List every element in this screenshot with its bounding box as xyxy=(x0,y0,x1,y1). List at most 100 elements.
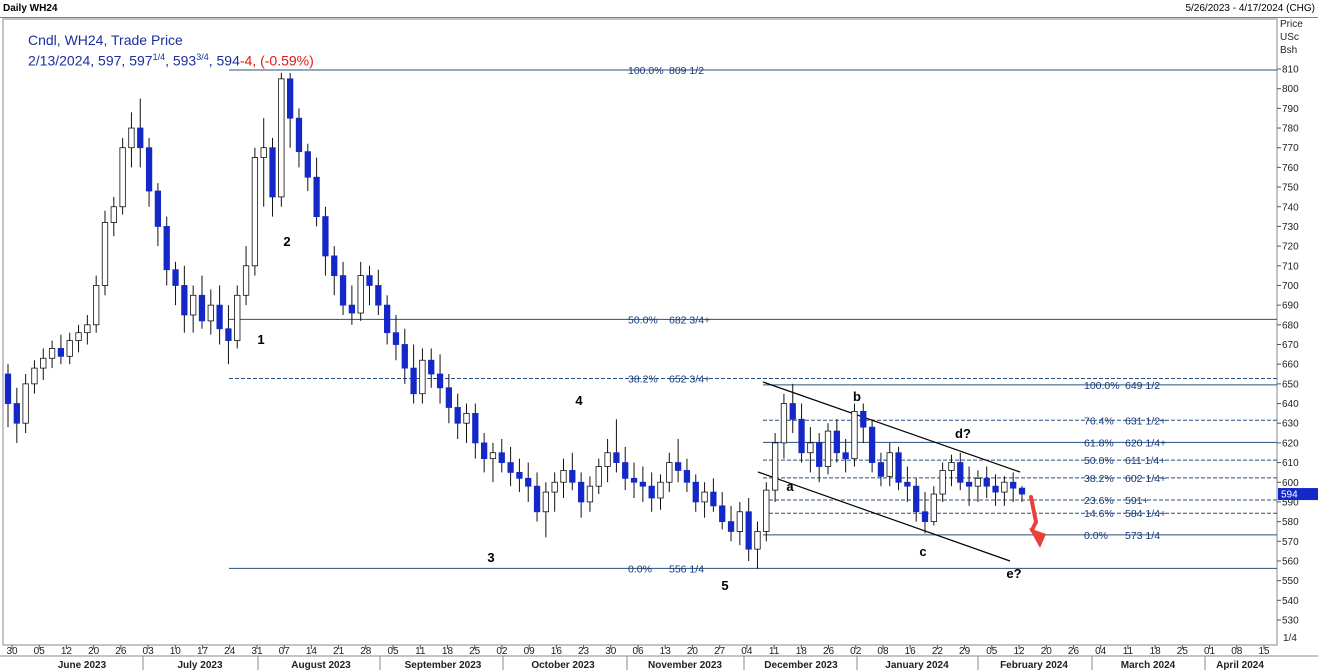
x-month-label: January 2024 xyxy=(885,660,949,670)
x-month-label: February 2024 xyxy=(1000,660,1068,670)
candle-down xyxy=(287,78,294,119)
x-month-label: June 2023 xyxy=(58,660,107,670)
candle-up xyxy=(128,127,135,149)
candle-up xyxy=(604,452,611,467)
candle-up xyxy=(560,470,567,483)
fibonacci-levels: 100.0% 809 1/2 50.0% 682 3/4+ 38.2% 652 3/4+ 0… xyxy=(229,65,1277,575)
y-tick-label: 530 xyxy=(1282,616,1299,627)
x-day-label: 06 xyxy=(632,646,644,657)
candle-down xyxy=(348,304,356,314)
y-tick-label: 630 xyxy=(1282,419,1299,430)
x-day-label: 26 xyxy=(1068,646,1080,657)
x-day-label: 07 xyxy=(279,646,291,657)
fib-percent: 61.8% xyxy=(1084,437,1114,449)
candle-up xyxy=(586,485,594,503)
x-day-label: 20 xyxy=(1041,646,1053,657)
wave-label: 2 xyxy=(283,234,290,249)
scale-label: 1/4 xyxy=(1283,633,1297,644)
legend-low: , 593 xyxy=(165,52,197,69)
candle-up xyxy=(807,442,814,454)
candle-down xyxy=(842,452,849,460)
arrow-head xyxy=(1029,528,1046,548)
x-day-label: 18 xyxy=(796,646,808,657)
candle-up xyxy=(463,412,470,424)
x-day-label: 05 xyxy=(34,646,46,657)
y-tick-label: 670 xyxy=(1282,340,1299,351)
x-day-label: 23 xyxy=(578,646,590,657)
date-axis[interactable]: 30 05 12 20 26 03 10 17 24 31 07 14 21 28 05 11 18 25 02 09… xyxy=(6,645,1270,670)
candle-down xyxy=(516,472,523,479)
x-day-label: 04 xyxy=(1095,646,1107,657)
fib-value: 602 1/4+ xyxy=(1125,473,1166,485)
candle-down xyxy=(181,285,188,316)
x-month-label: August 2023 xyxy=(291,660,351,670)
candle-down xyxy=(789,403,796,420)
x-day-label: 18 xyxy=(1150,646,1162,657)
candle-down xyxy=(322,216,329,257)
y-tick-label: 570 xyxy=(1282,537,1299,548)
candle-down xyxy=(525,477,532,487)
candle-up xyxy=(551,481,558,493)
fib-percent: 0.0% xyxy=(1084,530,1108,542)
candle-up xyxy=(657,481,664,499)
y-tick-label: 730 xyxy=(1282,222,1299,233)
candle-up xyxy=(939,470,946,495)
fib-value: 649 1/2 xyxy=(1125,380,1160,392)
channel-lower xyxy=(757,471,1011,562)
candle-down xyxy=(410,367,417,395)
x-day-label: 24 xyxy=(224,646,236,657)
x-day-label: 26 xyxy=(115,646,127,657)
candle-down xyxy=(225,328,232,341)
x-day-label: 11 xyxy=(1123,646,1134,657)
x-day-label: 16 xyxy=(551,646,563,657)
candle-up xyxy=(771,442,779,491)
candle-down xyxy=(269,147,276,198)
price-axis[interactable]: 530 540 550 560 570 580 590 600 610 620 630 640 650 6… xyxy=(1277,19,1318,644)
candle-down xyxy=(4,373,12,404)
legend-fraction: 1/4 xyxy=(152,52,166,62)
x-day-label: 20 xyxy=(88,646,100,657)
last-price-label: 594 xyxy=(1281,490,1298,501)
y-tick-label: 710 xyxy=(1282,261,1299,272)
x-day-label: 14 xyxy=(306,646,318,657)
candle-down xyxy=(216,304,223,330)
y-tick-label: 650 xyxy=(1282,379,1299,390)
y-tick-label: 810 xyxy=(1282,65,1299,76)
fib-percent: 76.4% xyxy=(1084,415,1114,427)
candle-down xyxy=(163,226,170,271)
candle-up xyxy=(84,324,91,334)
candle-down xyxy=(983,477,990,487)
candle-down xyxy=(304,151,311,178)
candle-down xyxy=(630,477,638,483)
x-day-label: 08 xyxy=(1231,646,1243,657)
x-month-label: October 2023 xyxy=(531,660,595,670)
fib-percent: 14.6% xyxy=(1084,508,1114,520)
candle-up xyxy=(31,367,38,385)
chart-title: Daily WH24 xyxy=(3,3,58,14)
y-tick-label: 660 xyxy=(1282,360,1299,371)
candle-up xyxy=(101,222,109,286)
wave-label: 4 xyxy=(575,393,583,408)
candle-down xyxy=(384,304,391,334)
y-tick-label: 540 xyxy=(1282,596,1299,607)
wave-label: 3 xyxy=(487,550,494,565)
candle-up xyxy=(119,147,126,208)
candle-down xyxy=(392,332,400,345)
candle-down xyxy=(683,470,691,483)
fib-percent: 100.0% xyxy=(628,65,664,77)
candle-up xyxy=(701,491,708,503)
y-tick-label: 780 xyxy=(1282,124,1299,135)
candle-down xyxy=(1010,481,1017,489)
fib-value: 652 3/4+ xyxy=(669,373,710,385)
candle-down xyxy=(992,485,999,493)
y-tick-label: 750 xyxy=(1282,183,1299,194)
candle-up xyxy=(40,357,47,369)
y-tick-label: 800 xyxy=(1282,84,1299,95)
candle-up xyxy=(48,348,56,359)
x-month-label: March 2024 xyxy=(1121,660,1176,670)
candle-up xyxy=(66,340,73,357)
y-tick-label: 550 xyxy=(1282,576,1299,587)
candle-down xyxy=(921,511,929,523)
